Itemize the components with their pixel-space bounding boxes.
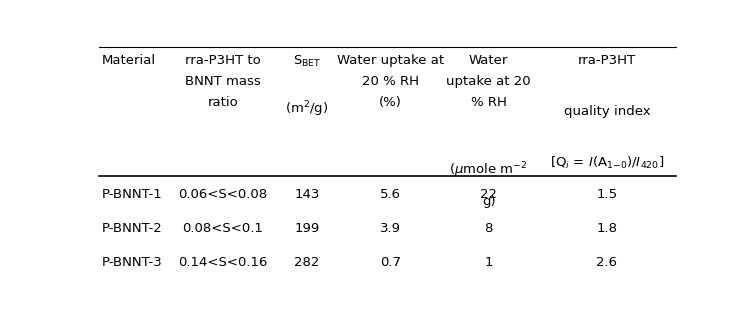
Text: 0.06<S<0.08: 0.06<S<0.08 <box>179 188 267 200</box>
Text: 5.6: 5.6 <box>380 188 401 200</box>
Text: 1.5: 1.5 <box>597 188 618 200</box>
Text: 0.08<S<0.1: 0.08<S<0.1 <box>183 222 264 234</box>
Text: [Q$_i$ = $\it{I}$(A$_{1\mathregular{-}0}$)/$\it{I}$$_{420}$]: [Q$_i$ = $\it{I}$(A$_{1\mathregular{-}0}… <box>550 155 664 171</box>
Text: 0.7: 0.7 <box>380 256 401 268</box>
Text: P-BNNT-1: P-BNNT-1 <box>102 188 162 200</box>
Text: Water
uptake at 20
% RH: Water uptake at 20 % RH <box>446 54 531 109</box>
Text: Water uptake at
20 % RH
(%): Water uptake at 20 % RH (%) <box>337 54 444 109</box>
Text: P-BNNT-3: P-BNNT-3 <box>102 256 162 268</box>
Text: rra-P3HT to
BNNT mass
ratio: rra-P3HT to BNNT mass ratio <box>186 54 261 109</box>
Text: g): g) <box>482 195 495 208</box>
Text: 8: 8 <box>484 222 492 234</box>
Text: 199: 199 <box>294 222 320 234</box>
Text: (m$^2$/g): (m$^2$/g) <box>285 100 329 119</box>
Text: S$_{\mathregular{BET}}$: S$_{\mathregular{BET}}$ <box>293 54 321 69</box>
Text: 1.8: 1.8 <box>597 222 618 234</box>
Text: 22: 22 <box>480 188 497 200</box>
Text: Material: Material <box>102 54 156 67</box>
Text: 143: 143 <box>294 188 320 200</box>
Text: P-BNNT-2: P-BNNT-2 <box>102 222 162 234</box>
Text: 2.6: 2.6 <box>597 256 618 268</box>
Text: 1: 1 <box>484 256 493 268</box>
Text: ($\mu$mole m$^{-2}$: ($\mu$mole m$^{-2}$ <box>449 160 527 180</box>
Text: 0.14<S<0.16: 0.14<S<0.16 <box>178 256 267 268</box>
Text: 282: 282 <box>294 256 320 268</box>
Text: 3.9: 3.9 <box>380 222 401 234</box>
Text: rra-P3HT: rra-P3HT <box>578 54 636 67</box>
Text: quality index: quality index <box>564 105 650 118</box>
